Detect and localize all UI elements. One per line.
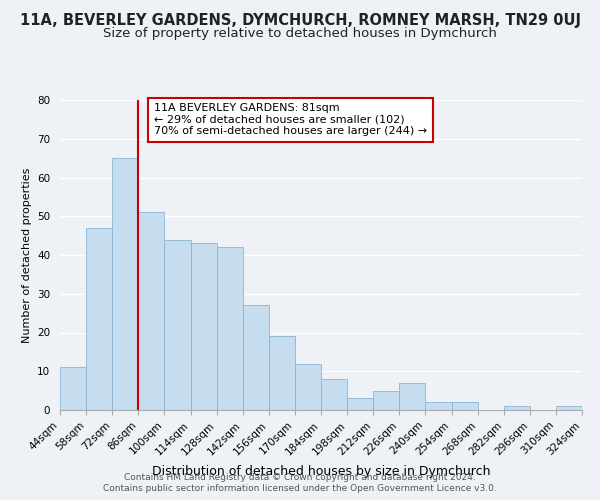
Bar [321, 379, 347, 410]
Text: 11A, BEVERLEY GARDENS, DYMCHURCH, ROMNEY MARSH, TN29 0UJ: 11A, BEVERLEY GARDENS, DYMCHURCH, ROMNEY… [19, 12, 581, 28]
Bar [347, 398, 373, 410]
Bar [504, 406, 530, 410]
Bar [86, 228, 112, 410]
Bar [425, 402, 452, 410]
Bar [217, 247, 243, 410]
Text: Contains HM Land Registry data © Crown copyright and database right 2024.: Contains HM Land Registry data © Crown c… [124, 472, 476, 482]
Text: Contains public sector information licensed under the Open Government Licence v3: Contains public sector information licen… [103, 484, 497, 493]
Y-axis label: Number of detached properties: Number of detached properties [22, 168, 32, 342]
Bar [269, 336, 295, 410]
Bar [400, 383, 425, 410]
Bar [112, 158, 139, 410]
Bar [373, 390, 400, 410]
Bar [452, 402, 478, 410]
X-axis label: Distribution of detached houses by size in Dymchurch: Distribution of detached houses by size … [152, 465, 490, 478]
Bar [243, 306, 269, 410]
Bar [191, 244, 217, 410]
Text: Size of property relative to detached houses in Dymchurch: Size of property relative to detached ho… [103, 28, 497, 40]
Bar [60, 368, 86, 410]
Bar [556, 406, 582, 410]
Bar [139, 212, 164, 410]
Text: 11A BEVERLEY GARDENS: 81sqm
← 29% of detached houses are smaller (102)
70% of se: 11A BEVERLEY GARDENS: 81sqm ← 29% of det… [154, 103, 427, 136]
Bar [164, 240, 191, 410]
Bar [295, 364, 321, 410]
